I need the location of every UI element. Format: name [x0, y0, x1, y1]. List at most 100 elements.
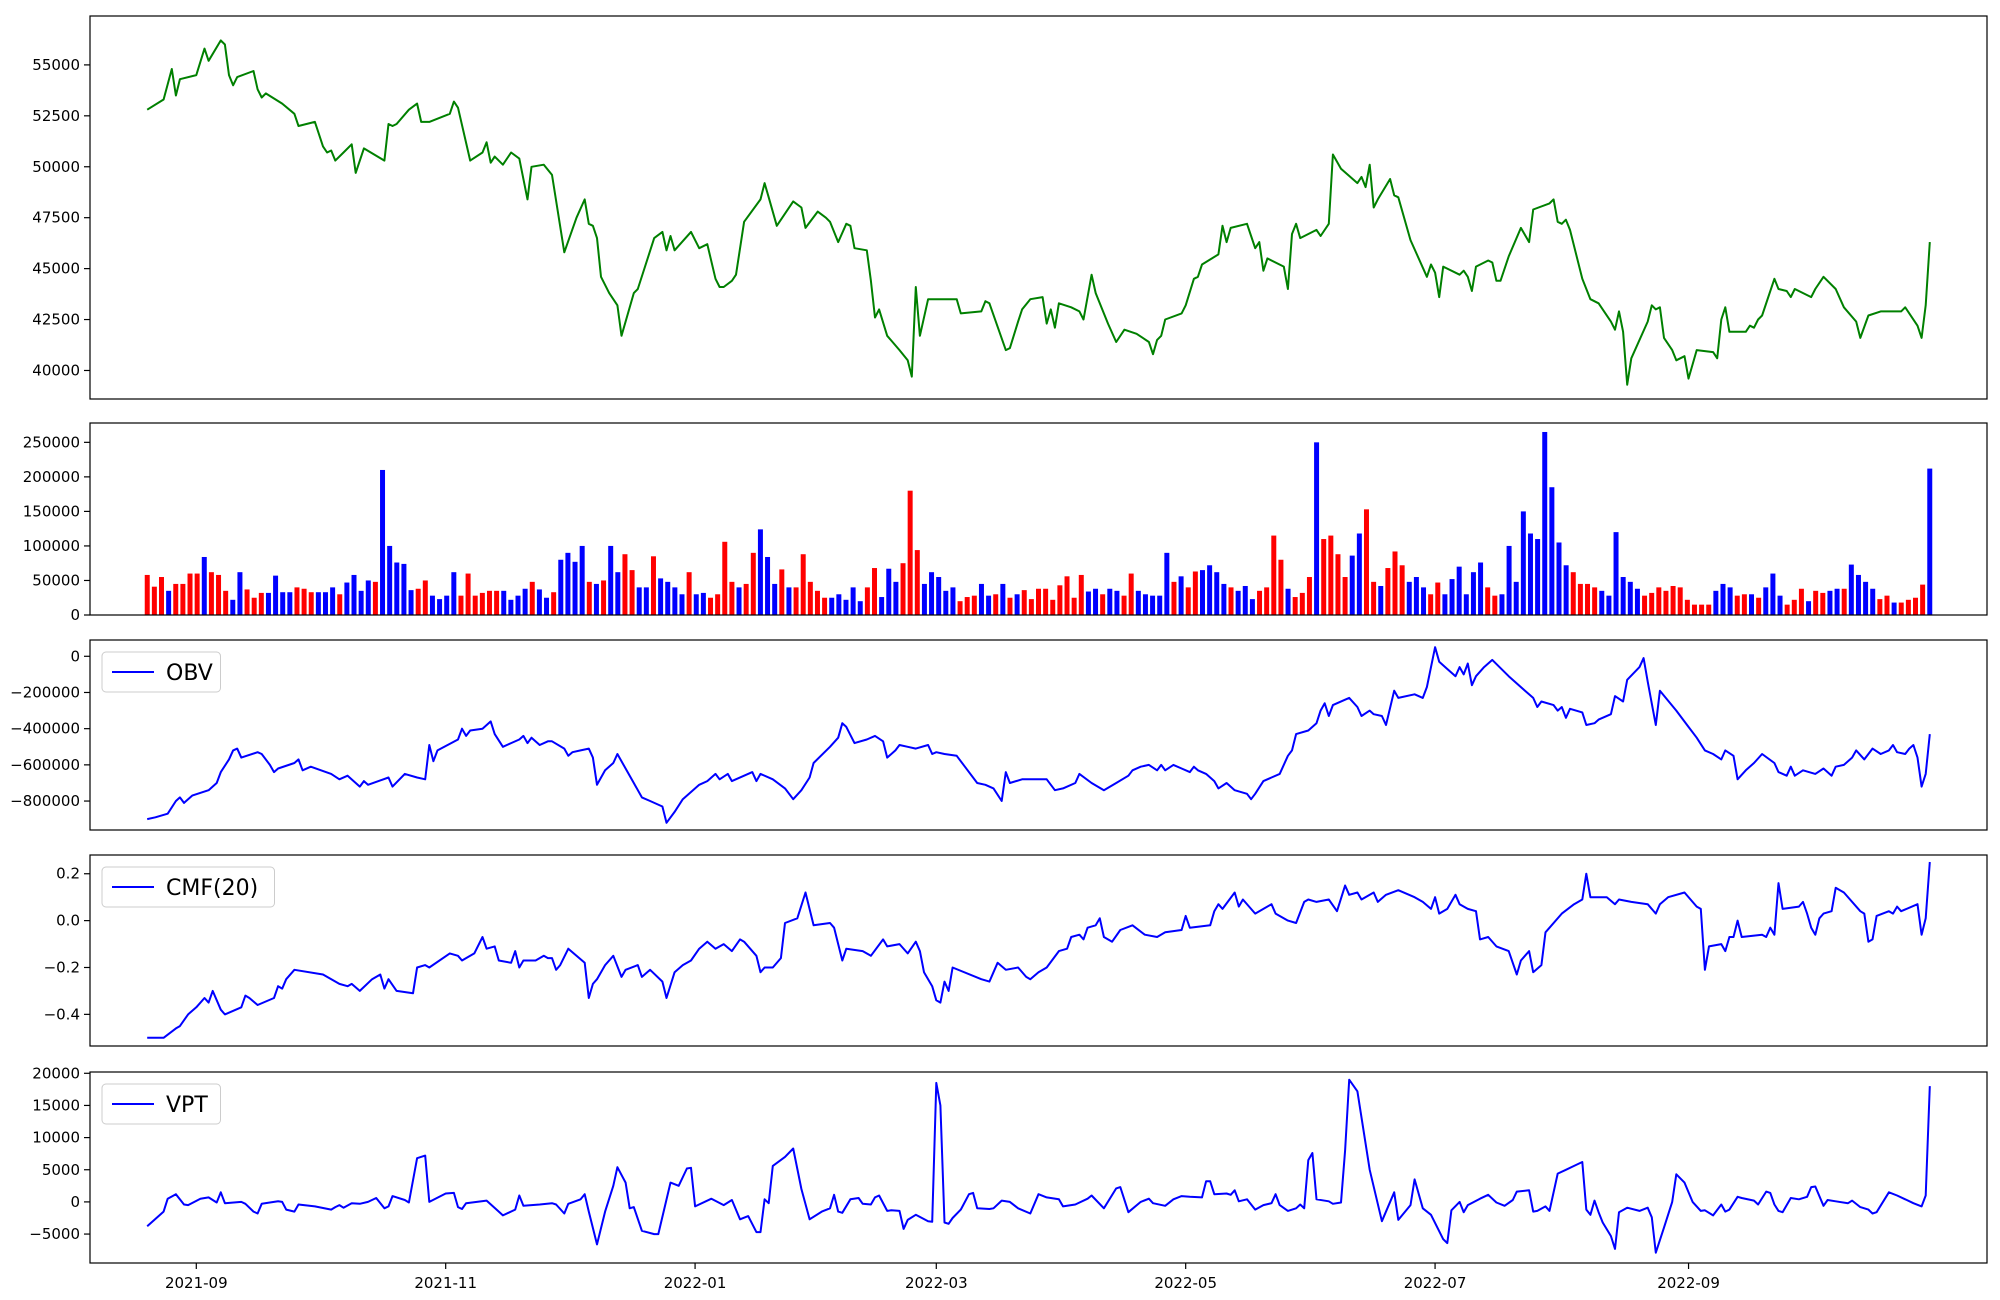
volume-bar — [750, 552, 756, 615]
volume-bar — [372, 581, 378, 615]
volume-bar — [1421, 587, 1427, 615]
volume-bar — [822, 597, 828, 615]
volume-bar — [1813, 590, 1819, 615]
price-y-tick-label: 45000 — [32, 260, 80, 278]
volume-bar — [280, 592, 286, 615]
volume-bar — [1520, 511, 1526, 615]
volume-bar — [1178, 576, 1184, 615]
volume-bar — [1749, 594, 1755, 615]
volume-bar — [1855, 574, 1861, 615]
volume-bar — [1741, 594, 1747, 615]
cmf-y-tick-label: 0.0 — [56, 912, 80, 930]
price-y-tick-label: 47500 — [32, 209, 80, 227]
volume-bar — [1585, 583, 1591, 615]
volume-bar — [686, 572, 692, 615]
volume-bar — [451, 572, 457, 615]
volume-bar — [765, 556, 771, 615]
volume-bar — [208, 572, 214, 615]
volume-bar — [551, 592, 557, 615]
volume-bar — [1335, 554, 1341, 615]
volume-axes-frame — [89, 422, 1988, 616]
volume-bar — [251, 597, 257, 615]
volume-bar — [907, 490, 913, 615]
volume-bar — [486, 590, 492, 615]
volume-bar — [1078, 574, 1084, 615]
volume-bar — [501, 590, 507, 615]
volume-bar — [315, 592, 321, 615]
x-tick-label: 2022-01 — [664, 1274, 727, 1292]
volume-bar — [1036, 588, 1041, 615]
volume-bar — [351, 574, 357, 615]
volume-bar — [1221, 583, 1227, 615]
volume-bar — [1613, 532, 1619, 615]
volume-bar — [786, 587, 792, 615]
volume-bar — [1920, 584, 1926, 615]
volume-bar — [1827, 590, 1833, 615]
volume-bar — [365, 580, 371, 615]
volume-bar — [322, 592, 328, 615]
volume-bar — [422, 580, 428, 615]
volume-bar — [893, 581, 899, 615]
x-tick-label: 2022-07 — [1404, 1274, 1467, 1292]
volume-bar — [1185, 587, 1191, 615]
volume-bar — [857, 601, 863, 615]
volume-bar — [1164, 552, 1170, 615]
volume-bar — [636, 587, 642, 615]
volume-bar — [1064, 576, 1070, 615]
volume-bar — [1720, 583, 1726, 615]
volume-bar — [1278, 559, 1284, 615]
vpt-y-tick-label: 15000 — [32, 1096, 80, 1114]
obv-legend-label: OBV — [166, 661, 213, 686]
volume-bar — [629, 570, 635, 615]
volume-panel: 0 50000 100000 150000 200000 250000 — [23, 422, 1988, 624]
volume-bar — [237, 572, 243, 615]
volume-bar — [1606, 595, 1612, 615]
volume-bar — [287, 592, 293, 615]
volume-bar — [173, 583, 179, 615]
volume-bar — [1264, 587, 1270, 615]
volume-bar — [1249, 599, 1255, 615]
volume-bar — [1050, 599, 1056, 615]
volume-bar — [1841, 588, 1847, 615]
volume-bar — [757, 529, 763, 615]
volume-bar — [1470, 572, 1476, 615]
volume-bar — [1834, 588, 1840, 615]
volume-bar — [194, 573, 200, 615]
x-tick-label: 2022-05 — [1154, 1274, 1217, 1292]
volume-bar — [1014, 594, 1020, 615]
volume-bar — [1627, 581, 1633, 615]
volume-bar — [658, 578, 664, 615]
volume-bar — [1428, 594, 1434, 615]
volume-bar — [1499, 594, 1505, 615]
volume-bar — [1442, 594, 1448, 615]
volume-y-tick-label: 100000 — [23, 537, 80, 555]
volume-bar — [344, 582, 350, 615]
volume-bar — [921, 583, 927, 615]
volume-bar — [1777, 595, 1783, 615]
volume-bar — [337, 594, 343, 615]
volume-bar — [223, 590, 229, 615]
price-y-tick-label: 50000 — [32, 158, 80, 176]
price-panel: 40000 42500 45000 47500 50000 52500 55000 — [32, 15, 1988, 400]
volume-bar — [330, 587, 336, 615]
volume-bar — [415, 588, 421, 615]
volume-bar — [643, 587, 649, 615]
volume-bar — [159, 577, 164, 615]
volume-bar — [593, 583, 599, 615]
volume-bar — [1542, 431, 1548, 615]
volume-bar — [1642, 595, 1648, 615]
obv-y-tick-label: −200000 — [10, 683, 80, 701]
volume-bar — [700, 592, 706, 615]
volume-bar — [494, 590, 500, 615]
volume-bar — [1242, 585, 1248, 615]
volume-bar — [929, 572, 935, 615]
volume-bar — [1043, 588, 1049, 615]
volume-bar — [1599, 590, 1605, 615]
volume-bar — [1927, 468, 1933, 615]
obv-y-tick-label: −400000 — [10, 720, 80, 738]
volume-bar — [829, 597, 835, 615]
volume-bar — [1363, 509, 1369, 615]
volume-bar — [458, 595, 464, 615]
volume-bar — [529, 581, 535, 615]
volume-bar — [736, 587, 742, 615]
